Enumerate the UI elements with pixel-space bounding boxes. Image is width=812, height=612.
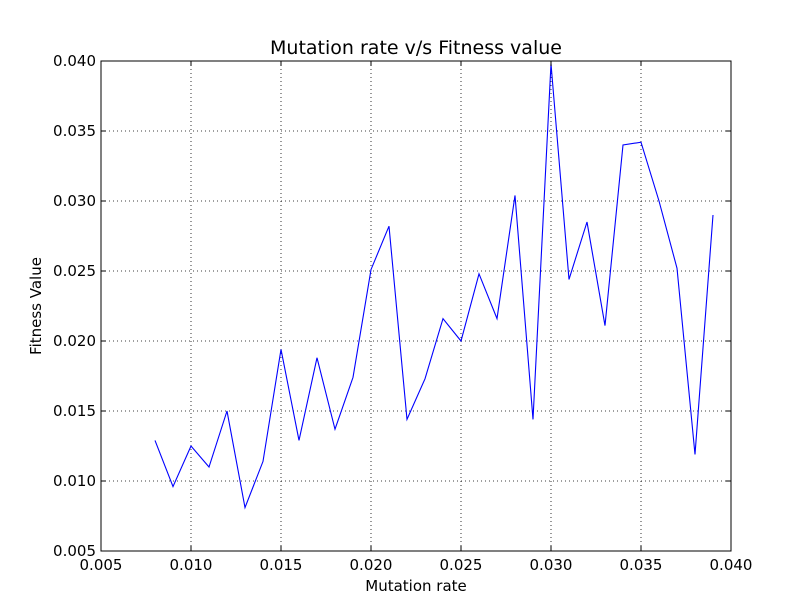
axis-ticks: 0.005 0.010 0.015 0.020 0.025 0.030 0.035 0.040… (53, 52, 752, 574)
x-axis-label: Mutation rate (365, 577, 467, 595)
x-tick-label: 0.020 (350, 556, 393, 574)
x-tick-label: 0.005 (80, 556, 123, 574)
x-tick-label: 0.015 (260, 556, 303, 574)
y-tick-label: 0.025 (53, 262, 96, 280)
x-tick-label: 0.010 (170, 556, 213, 574)
y-tick-label: 0.030 (53, 192, 96, 210)
y-tick-label: 0.015 (53, 402, 96, 420)
x-tick-label: 0.030 (530, 556, 573, 574)
y-axis-label: Fitness Value (27, 257, 45, 355)
grid-lines (101, 61, 731, 551)
x-tick-label: 0.035 (620, 556, 663, 574)
y-tick-label: 0.020 (53, 332, 96, 350)
y-tick-label: 0.035 (53, 122, 96, 140)
chart-title: Mutation rate v/s Fitness value (270, 37, 562, 59)
data-series (154, 63, 714, 510)
x-tick-label: 0.040 (710, 556, 753, 574)
series-line (154, 63, 714, 510)
y-tick-label: 0.040 (53, 52, 96, 70)
y-tick-label: 0.005 (53, 542, 96, 560)
plot-frame (100, 60, 732, 552)
y-tick-label: 0.010 (53, 472, 96, 490)
x-tick-label: 0.025 (440, 556, 483, 574)
